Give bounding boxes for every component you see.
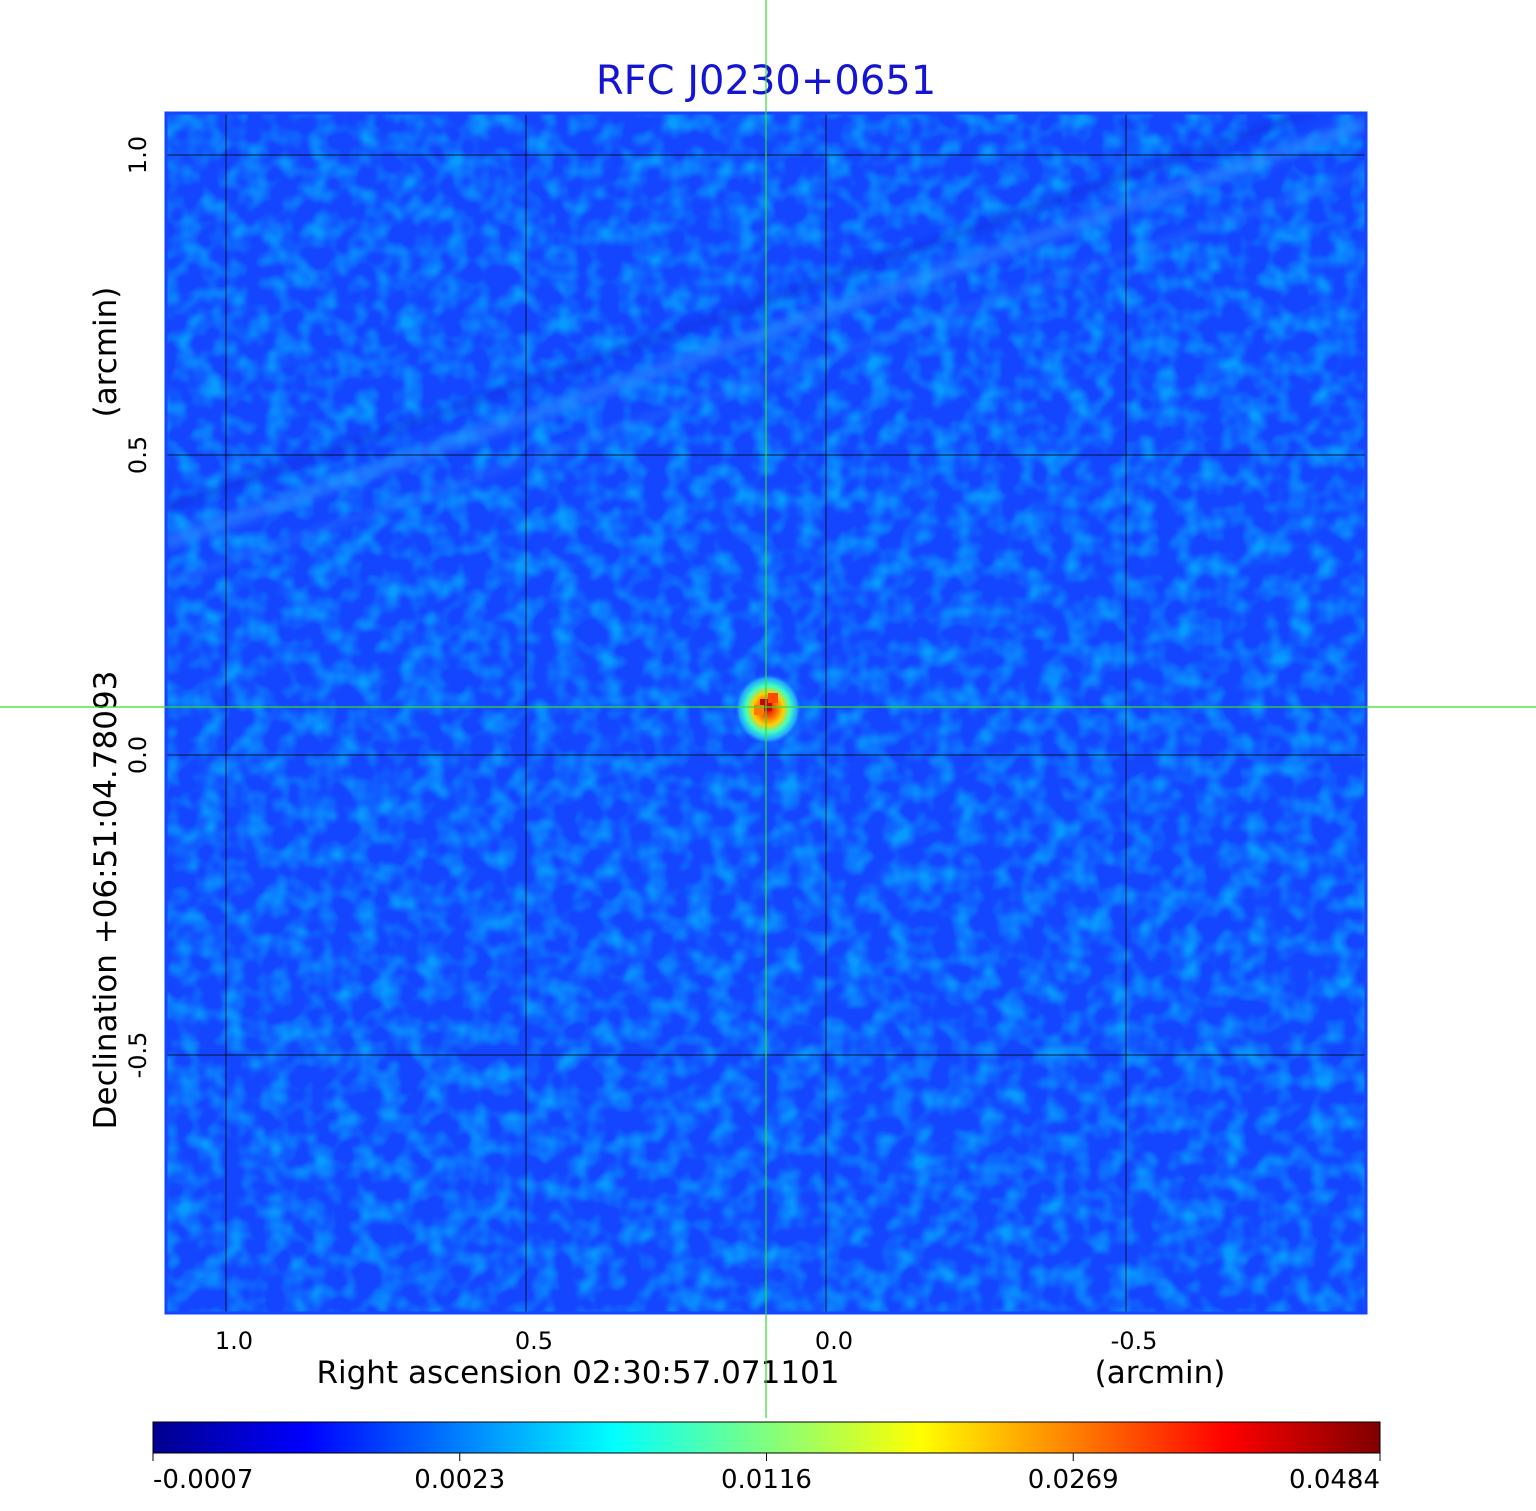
x-axis-unit: (arcmin) [1095,1355,1226,1391]
source-pixel [754,705,764,715]
y-tick-label: -0.5 [124,1032,152,1079]
crosshair [0,0,1536,1418]
colorbar-gradient [152,1421,1381,1454]
x-tick-label: 1.0 [215,1327,253,1355]
x-tick-label: 0.0 [815,1327,853,1355]
axis-ticks: 1.0 0.5 0.0 -0.5 1.0 0.5 0.0 -0.5 [124,136,1157,1355]
source-pixel [768,693,778,703]
x-tick-label: -0.5 [1111,1327,1158,1355]
y-tick-label: 0.0 [124,736,152,774]
x-axis-label: Right ascension 02:30:57.071101 [316,1355,839,1391]
y-axis-label: Declination +06:51:04.78093 [88,671,124,1130]
x-tick-label: 0.5 [515,1327,553,1355]
colorbar-tick-label: -0.0007 [153,1465,253,1495]
colorbar: -0.0007 0.0023 0.0116 0.0269 0.0484 [152,1421,1381,1495]
y-tick-label: 1.0 [124,136,152,174]
colorbar-tick-label: 0.0269 [1028,1465,1119,1495]
colorbar-tick-label: 0.0116 [721,1465,812,1495]
colorbar-tick-label: 0.0023 [414,1465,505,1495]
y-tick-label: 0.5 [124,436,152,474]
colorbar-tick-label: 0.0484 [1289,1465,1380,1495]
y-axis-unit: (arcmin) [88,287,124,418]
